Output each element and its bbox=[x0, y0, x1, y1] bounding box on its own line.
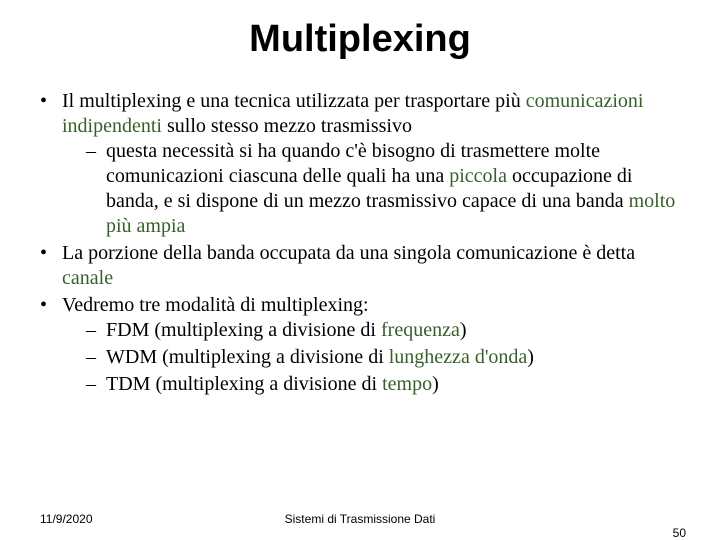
bullet-1: Il multiplexing e una tecnica utilizzata… bbox=[34, 89, 690, 239]
footer: 11/9/2020 Sistemi di Trasmissione Dati 5… bbox=[0, 512, 720, 526]
text: ) bbox=[460, 319, 467, 341]
slide: Multiplexing Il multiplexing e una tecni… bbox=[0, 0, 720, 540]
slide-body: Il multiplexing e una tecnica utilizzata… bbox=[30, 89, 690, 397]
highlight-text: tempo bbox=[382, 373, 432, 395]
text: sullo stesso mezzo trasmissivo bbox=[162, 115, 412, 137]
sub-bullet-tdm: TDM (multiplexing a divisione di tempo) bbox=[84, 372, 690, 397]
text: TDM (multiplexing a divisione di bbox=[106, 373, 382, 395]
highlight-text: piccola bbox=[449, 165, 507, 187]
footer-date: 11/9/2020 bbox=[40, 512, 93, 526]
sub-bullet-1: questa necessità si ha quando c'è bisogn… bbox=[84, 139, 690, 239]
bullet-2: La porzione della banda occupata da una … bbox=[34, 241, 690, 291]
text: WDM (multiplexing a divisione di bbox=[106, 346, 389, 368]
text: FDM (multiplexing a divisione di bbox=[106, 319, 381, 341]
sub-bullet-wdm: WDM (multiplexing a divisione di lunghez… bbox=[84, 345, 690, 370]
highlight-text: canale bbox=[62, 267, 113, 289]
text: La porzione della banda occupata da una … bbox=[62, 242, 635, 264]
slide-title: Multiplexing bbox=[30, 18, 690, 61]
sub-bullet-fdm: FDM (multiplexing a divisione di frequen… bbox=[84, 318, 690, 343]
highlight-text: frequenza bbox=[381, 319, 460, 341]
sub-bullet-list: FDM (multiplexing a divisione di frequen… bbox=[62, 318, 690, 397]
footer-title: Sistemi di Trasmissione Dati bbox=[0, 512, 720, 526]
text: Vedremo tre modalità di multiplexing: bbox=[62, 294, 369, 316]
text: ) bbox=[527, 346, 534, 368]
text: ) bbox=[432, 373, 439, 395]
bullet-list: Il multiplexing e una tecnica utilizzata… bbox=[34, 89, 690, 397]
footer-page-number: 50 bbox=[673, 526, 686, 540]
text: Il multiplexing e una tecnica utilizzata… bbox=[62, 90, 526, 112]
bullet-3: Vedremo tre modalità di multiplexing: FD… bbox=[34, 293, 690, 397]
highlight-text: lunghezza d'onda bbox=[389, 346, 528, 368]
sub-bullet-list: questa necessità si ha quando c'è bisogn… bbox=[62, 139, 690, 239]
